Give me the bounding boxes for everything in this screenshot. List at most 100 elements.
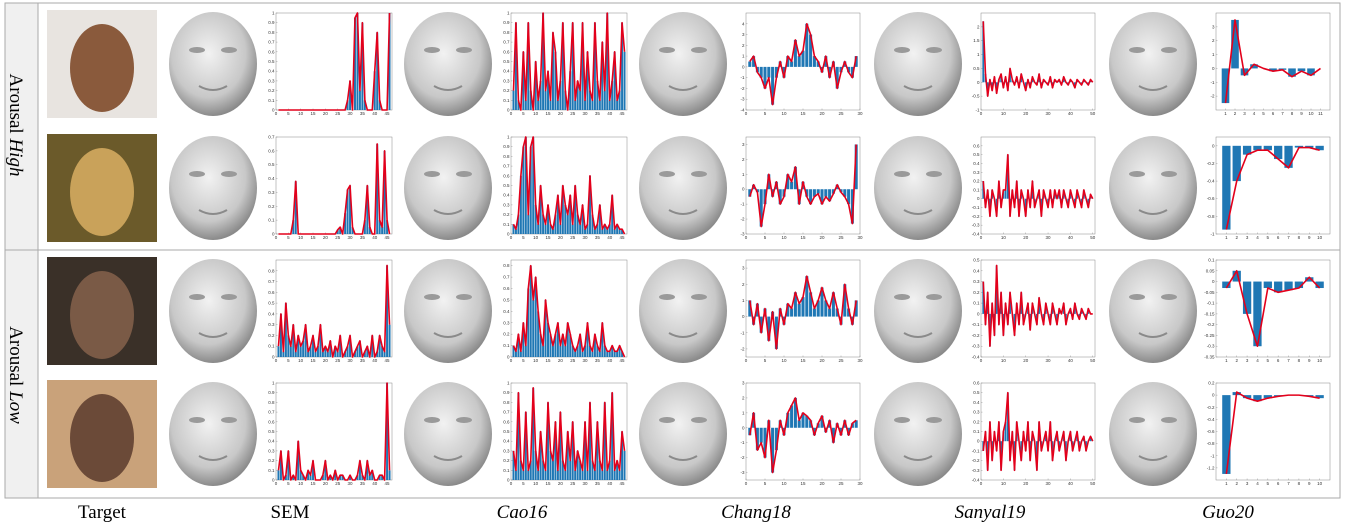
bar [287,450,290,480]
bar [812,427,816,436]
bar [383,351,386,357]
bar [314,351,317,357]
bar [324,460,327,480]
y-tick-label: 0.7 [503,275,510,280]
x-tick-label: 3 [1246,235,1249,240]
bar [571,224,574,234]
x-tick-label: 35 [595,235,601,240]
x-tick-label: 30 [1046,111,1052,116]
bar [613,51,616,110]
bar [388,470,391,480]
bar [319,324,322,357]
bar [329,340,332,357]
bar [831,427,835,443]
y-tick-label: 0.4 [503,69,510,74]
y-tick-label: -0.2 [1207,405,1215,410]
y-tick-label: 0.6 [503,286,510,291]
x-tick-label: 15 [800,481,806,486]
trend-line [1225,146,1320,230]
bar [606,470,609,480]
bar [326,351,329,357]
y-tick-label: -0.25 [1204,333,1215,338]
face-eye [1129,171,1145,177]
bar [581,351,584,357]
y-tick-label: 0.3 [503,448,510,453]
face-mouth [1138,209,1168,215]
bar [378,220,381,234]
x-tick-label: 25 [335,111,341,116]
bar [771,427,775,473]
x-tick-label: 35 [595,358,601,363]
y-tick-label: 0.8 [268,400,275,405]
bar [763,427,767,458]
x-tick-label: 1 [1224,111,1227,116]
bar [1221,68,1230,104]
y-tick-label: 2 [742,43,745,48]
bar [512,224,515,234]
bar [512,90,515,110]
bar [1253,281,1262,347]
bar [324,346,327,357]
bar [294,351,297,357]
bar [606,13,609,110]
bar [1242,395,1252,399]
bar [824,56,828,67]
x-tick-label: 20 [1023,358,1029,363]
face-eye [424,171,440,177]
bar [797,303,801,317]
bar [551,345,554,357]
bar [774,316,778,349]
bar [584,345,587,357]
y-tick-label: 0.5 [973,152,980,157]
x-tick-label: 2 [1234,111,1237,116]
y-tick-label: 0.5 [503,183,510,188]
x-tick-label: 25 [570,111,576,116]
x-tick-label: 11 [1318,111,1323,116]
bar [361,475,364,480]
y-tick-label: 0.5 [503,59,510,64]
y-tick-label: 0 [507,108,510,113]
x-tick-label: 7 [1287,235,1290,240]
y-tick-label: 2 [1212,38,1215,43]
face-mouth [433,455,463,461]
face-eye [189,47,205,53]
bar [524,412,527,480]
bar [793,39,797,67]
y-tick-label: 0.5 [268,301,275,306]
bar [349,335,352,357]
x-tick-label: 1 [1225,235,1228,240]
bar [356,346,359,357]
x-tick-label: 20 [1023,111,1029,116]
bar [593,229,596,234]
bar [1250,64,1258,69]
photo-face [70,24,134,112]
x-tick-label: 10 [298,481,304,486]
bar [601,322,604,357]
trend-line [749,397,857,474]
bar [579,334,582,357]
x-tick-label: 40 [607,235,613,240]
bar [386,383,389,480]
bar [603,224,606,234]
x-tick-label: 10 [298,111,304,116]
y-tick-label: 1 [742,298,745,303]
y-tick-label: 0.2 [268,88,275,93]
face-mouth [668,332,698,338]
group-level: Low [5,390,26,424]
y-tick-label: 0.9 [503,144,510,149]
y-tick-label: 0.4 [268,311,275,316]
y-tick-label: 0.2 [973,179,980,184]
rendered-face [404,12,492,116]
bar [292,324,295,357]
y-tick-label: 0.3 [503,78,510,83]
x-tick-label: 25 [570,358,576,363]
face-eye [424,417,440,423]
y-tick-label: 0.5 [973,258,980,263]
bar [586,224,589,234]
y-tick-label: 0.6 [973,381,980,386]
y-tick-label: 0.2 [973,290,980,295]
face-eye [1161,47,1177,53]
bar [349,475,352,480]
y-tick-label: 1 [272,11,275,16]
bar [847,189,851,205]
